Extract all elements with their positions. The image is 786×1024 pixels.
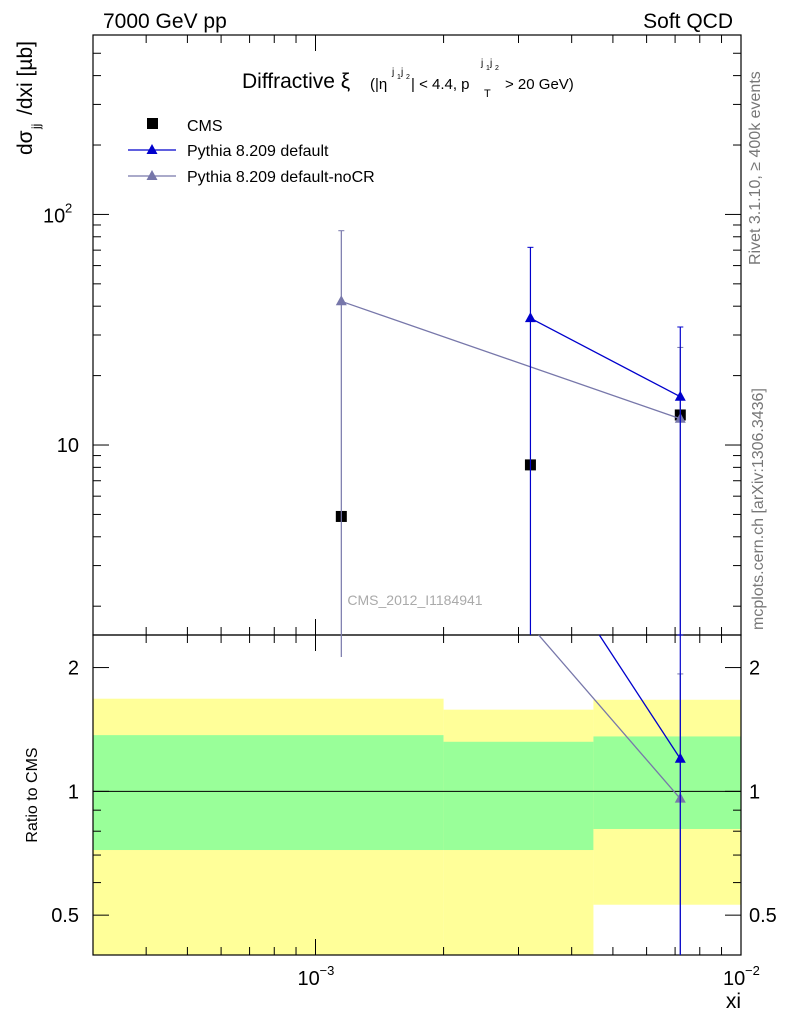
title-cut: (|η bbox=[370, 76, 387, 93]
ratio-tick-label-left-0.5: 0.5 bbox=[51, 905, 79, 927]
x-tick-label-1e-3-exp: −3 bbox=[319, 963, 334, 978]
x-tick-label-1e-2-exp: −2 bbox=[745, 963, 760, 978]
ratio-axis-label: Ratio to CMS bbox=[24, 747, 41, 842]
ratio-plot-frame bbox=[92, 634, 742, 956]
category-label: Soft QCD bbox=[643, 10, 733, 33]
chart-title: Diffractive ξ (|η j 1 j 2 | < 4.4, p j 1… bbox=[242, 58, 574, 100]
title-main: Diffractive ξ bbox=[242, 70, 350, 93]
axis-ticks bbox=[92, 34, 742, 955]
title-pt-sub-2: 2 bbox=[495, 65, 499, 72]
ratio-tick-label-right-1: 1 bbox=[749, 781, 760, 803]
default-ratio-point-0 bbox=[674, 752, 686, 763]
default-main-line bbox=[530, 317, 681, 398]
title-sup-j1: j bbox=[391, 67, 394, 78]
y-tick-label-10: 10 bbox=[57, 435, 79, 457]
ratio-tick-label-left-1: 1 bbox=[68, 781, 79, 803]
legend-default-label: Pythia 8.209 default bbox=[187, 143, 329, 160]
y-tick-label-100: 10 2 bbox=[43, 200, 72, 227]
title-sup-j2: j bbox=[400, 67, 403, 78]
energy-label: 7000 GeV pp bbox=[103, 10, 227, 33]
ratio-tick-label-right-0.5: 0.5 bbox=[749, 905, 777, 927]
nocr-ratio-line bbox=[538, 634, 681, 800]
x-tick-label-1e-3: 10 −3 bbox=[297, 963, 334, 990]
y-axis-label-sub: jj bbox=[29, 124, 43, 130]
legend: CMS Pythia 8.209 default Pythia 8.209 de… bbox=[128, 118, 375, 186]
title-cut2: | < 4.4, p bbox=[411, 76, 470, 93]
title-sub-2: 2 bbox=[406, 74, 410, 81]
x-tick-label-1e-2-base: 10 bbox=[723, 968, 745, 990]
default-main-point-1 bbox=[674, 390, 686, 401]
y-tick-label-100-exp: 2 bbox=[65, 200, 72, 215]
default-ratio-line bbox=[598, 634, 681, 760]
analysis-watermark: CMS_2012_I1184941 bbox=[347, 592, 482, 608]
mcplots-label: mcplots.cern.ch [arXiv:1306.3436] bbox=[750, 388, 767, 630]
series-layer bbox=[335, 230, 686, 955]
ratio-band-green-0 bbox=[93, 735, 444, 851]
title-pt-sup-j2: j bbox=[489, 58, 492, 69]
x-axis-label: xi bbox=[726, 990, 741, 1013]
ratio-bands bbox=[93, 698, 741, 955]
legend-nocr-marker bbox=[146, 170, 158, 180]
nocr-main-point-0 bbox=[335, 295, 347, 306]
legend-nocr-label: Pythia 8.209 default-noCR bbox=[187, 169, 375, 186]
rivet-label: Rivet 3.1.10, ≥ 400k events bbox=[747, 71, 764, 265]
title-cut3: > 20 GeV) bbox=[505, 76, 574, 93]
nocr-main-line bbox=[341, 300, 681, 420]
legend-default-marker bbox=[146, 144, 158, 154]
default-main-point-0 bbox=[524, 312, 536, 323]
y-axis-label-main: dσ bbox=[14, 130, 37, 155]
y-tick-label-100-base: 10 bbox=[43, 205, 65, 227]
legend-cms-marker bbox=[147, 118, 158, 129]
legend-cms-label: CMS bbox=[187, 118, 223, 135]
ratio-band-green-1 bbox=[443, 741, 594, 851]
ratio-tick-label-right-2: 2 bbox=[749, 658, 760, 680]
ratio-tick-label-left-2: 2 bbox=[68, 658, 79, 680]
title-pt-sup-j1: j bbox=[480, 58, 483, 69]
x-tick-label-1e-3-base: 10 bbox=[297, 968, 319, 990]
title-pt-sub-T: T bbox=[484, 88, 491, 100]
y-axis-label: dσ jj /dxi [µb] bbox=[14, 41, 43, 155]
title-pt-sub-1: 1 bbox=[486, 65, 490, 72]
y-axis-label-rest: /dxi [µb] bbox=[14, 41, 37, 115]
title-sub-1: 1 bbox=[397, 74, 401, 81]
x-tick-label-1e-2: 10 −2 bbox=[723, 963, 760, 990]
